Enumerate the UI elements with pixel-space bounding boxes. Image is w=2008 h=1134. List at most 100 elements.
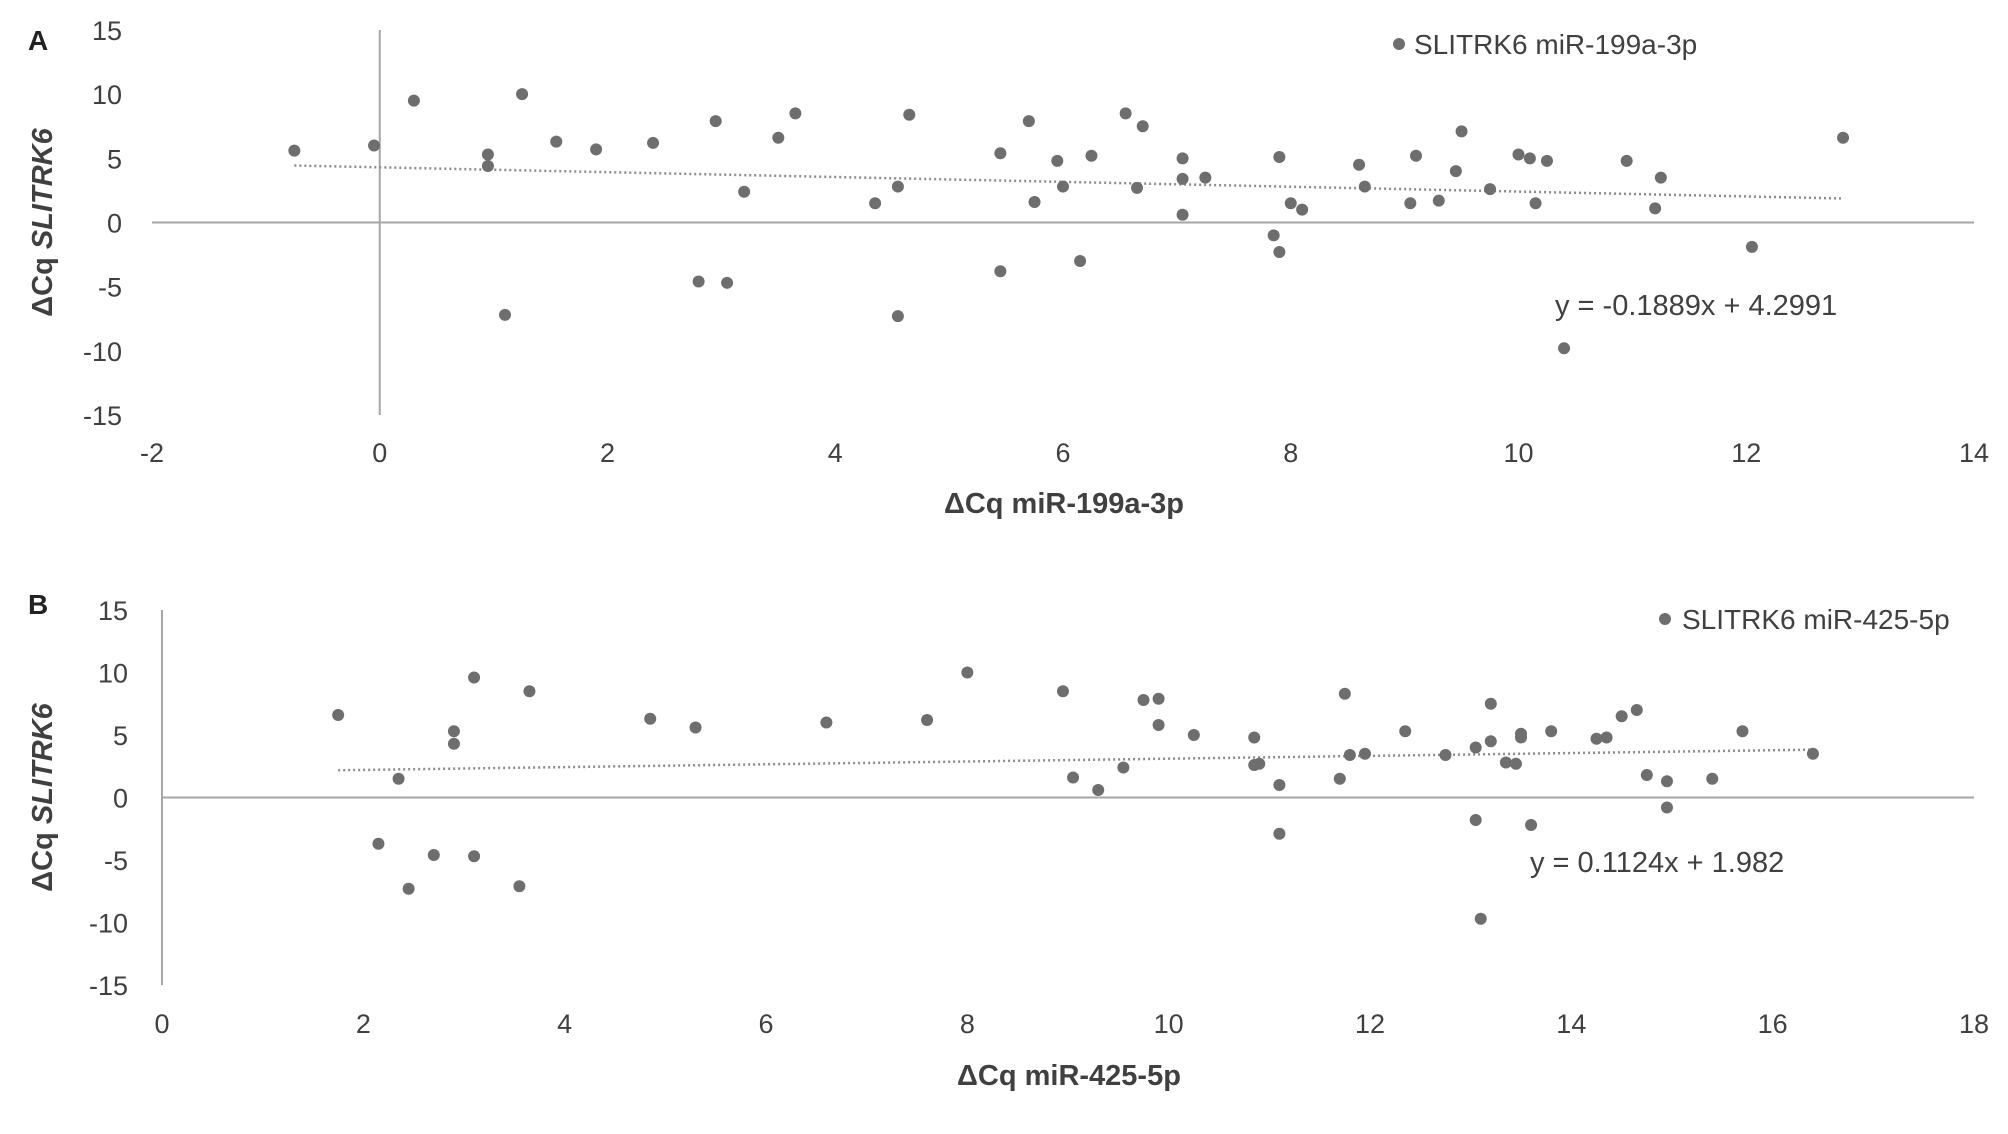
y-tick-label: -5 bbox=[98, 273, 122, 303]
data-point bbox=[499, 308, 512, 321]
data-point bbox=[1449, 165, 1462, 178]
data-point bbox=[1358, 180, 1371, 193]
x-tick-label: 12 bbox=[1355, 1009, 1385, 1039]
y-axis-label-gene: SLITRK6 bbox=[27, 702, 59, 824]
data-point bbox=[1131, 181, 1144, 194]
data-point bbox=[1273, 151, 1286, 164]
data-point bbox=[1469, 814, 1482, 826]
trendline bbox=[338, 748, 1813, 772]
data-point bbox=[332, 709, 345, 721]
data-point bbox=[1333, 772, 1346, 785]
x-tick-label: 14 bbox=[1556, 1009, 1586, 1039]
data-point bbox=[789, 107, 802, 120]
data-point bbox=[1092, 784, 1105, 796]
data-point bbox=[689, 721, 702, 734]
data-point bbox=[1176, 208, 1189, 221]
data-point bbox=[1273, 827, 1286, 840]
data-point bbox=[1410, 149, 1423, 162]
x-tick-label: 2 bbox=[600, 438, 615, 468]
y-tick-label: 10 bbox=[92, 80, 122, 110]
x-tick-label: 10 bbox=[1154, 1009, 1184, 1039]
trendline bbox=[294, 164, 1844, 200]
data-point bbox=[427, 849, 440, 861]
data-point bbox=[891, 180, 904, 193]
y-tick-label: 5 bbox=[113, 721, 128, 751]
data-point bbox=[1649, 202, 1662, 215]
data-point bbox=[1338, 687, 1351, 700]
legend-marker bbox=[1393, 38, 1405, 50]
data-point bbox=[1558, 342, 1571, 355]
data-point bbox=[1660, 775, 1673, 788]
trendline-equation: y = 0.1124x + 1.982 bbox=[1530, 847, 1784, 879]
data-point bbox=[1248, 731, 1261, 744]
data-point bbox=[1353, 158, 1366, 171]
y-tick-label: -5 bbox=[104, 846, 128, 876]
data-point bbox=[1067, 771, 1080, 784]
data-point bbox=[1484, 183, 1497, 196]
x-tick-label: 18 bbox=[1959, 1009, 1989, 1039]
data-point bbox=[447, 737, 460, 750]
x-tick-label: 4 bbox=[557, 1009, 572, 1039]
data-point bbox=[1119, 107, 1132, 120]
y-tick-label: -15 bbox=[89, 971, 128, 1001]
data-point bbox=[481, 160, 494, 173]
x-tick-label: 8 bbox=[1283, 438, 1298, 468]
data-point bbox=[1136, 120, 1149, 133]
data-point bbox=[1499, 756, 1512, 769]
data-point bbox=[1660, 801, 1673, 814]
data-point bbox=[772, 131, 785, 144]
data-point bbox=[1267, 229, 1280, 242]
data-point bbox=[1455, 125, 1468, 138]
data-point bbox=[1085, 149, 1098, 162]
data-point bbox=[1529, 197, 1542, 210]
data-point bbox=[1736, 725, 1749, 738]
data-point bbox=[1525, 819, 1538, 831]
data-point bbox=[1284, 197, 1297, 210]
data-point bbox=[1051, 154, 1064, 167]
data-point bbox=[1056, 685, 1069, 698]
data-point bbox=[1540, 154, 1553, 167]
x-tick-label: 0 bbox=[154, 1009, 169, 1039]
data-point bbox=[1654, 171, 1667, 184]
y-tick-label: 5 bbox=[107, 144, 122, 174]
data-point bbox=[1484, 697, 1497, 710]
x-tick-label: 8 bbox=[960, 1009, 975, 1039]
y-tick-label: -10 bbox=[83, 337, 122, 367]
data-point bbox=[1152, 719, 1165, 731]
data-point bbox=[891, 310, 904, 323]
data-point bbox=[1615, 710, 1628, 723]
data-point bbox=[392, 772, 405, 785]
y-tick-label: -15 bbox=[83, 401, 122, 431]
data-point bbox=[1474, 912, 1487, 925]
data-point bbox=[1515, 727, 1527, 740]
data-point bbox=[1253, 757, 1266, 770]
data-point bbox=[1545, 725, 1558, 738]
data-point bbox=[820, 716, 833, 729]
data-point bbox=[513, 880, 526, 893]
data-point bbox=[523, 685, 536, 698]
data-point bbox=[468, 850, 481, 863]
data-point bbox=[1296, 203, 1309, 216]
x-tick-label: 10 bbox=[1503, 438, 1533, 468]
data-point bbox=[1806, 747, 1819, 760]
data-point bbox=[647, 136, 660, 149]
data-point bbox=[921, 714, 934, 726]
data-point bbox=[709, 115, 722, 128]
chart-panel-b: 0 2 4 6 8 10 12 14 16 18 15 10 5 0 -5 -10 -15 ΔCq miR-425… bbox=[27, 589, 1989, 1092]
data-point bbox=[961, 666, 974, 679]
data-point bbox=[1439, 749, 1452, 761]
data-point bbox=[1484, 735, 1497, 748]
data-point bbox=[468, 671, 481, 684]
legend-marker bbox=[1659, 613, 1671, 625]
y-tick-label: 0 bbox=[107, 209, 122, 239]
y-tick-label: 15 bbox=[98, 596, 128, 626]
data-point bbox=[1028, 195, 1041, 208]
data-point bbox=[447, 725, 460, 738]
x-tick-label: 16 bbox=[1758, 1009, 1788, 1039]
x-tick-label: 12 bbox=[1731, 438, 1761, 468]
legend-label: SLITRK6 miR-425-5p bbox=[1682, 604, 1950, 635]
y-axis-label-prefix: ΔCq bbox=[27, 249, 59, 317]
data-point bbox=[1512, 148, 1525, 161]
x-tick-label: 6 bbox=[1055, 438, 1070, 468]
